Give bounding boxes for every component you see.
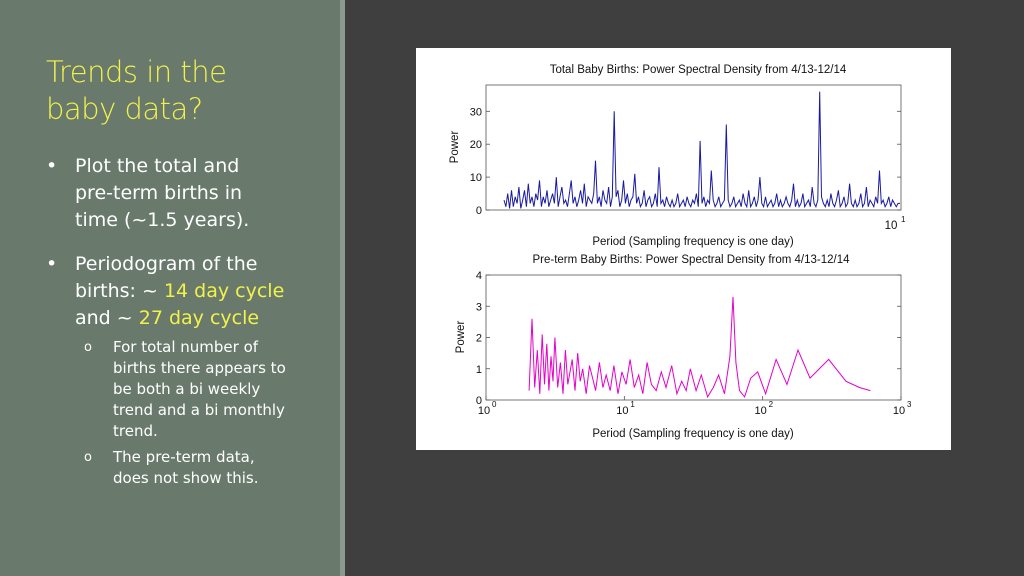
chart2-y-tick-label: 4 [476, 270, 482, 282]
chart1-y-tick-label: 10 [470, 172, 482, 184]
chart2-y-tick-label: 0 [476, 395, 482, 407]
chart1-y-ticks: 0 10 20 30 [470, 106, 901, 217]
panel-divider [340, 0, 345, 576]
chart2-y-tick-label: 3 [476, 301, 482, 313]
psd-figure: Total Baby Births: Power Spectral Densit… [416, 48, 951, 450]
chart2-y-ticks: 0 1 2 3 4 [476, 270, 901, 407]
chart2-x-tick-exponent: 2 [769, 400, 774, 409]
chart2-ylabel: Power [455, 321, 467, 354]
sub-bullet-1-line: be both a bi weekly [113, 380, 261, 398]
sub-bullet-2-line: does not show this. [113, 469, 259, 487]
bullet-1-line2: pre-term births in [75, 182, 243, 204]
slide-title-line1: Trends in the [46, 55, 227, 89]
bullet-1-line1: Plot the total and [75, 155, 240, 177]
chart1-series-line [503, 91, 900, 209]
slide-title-line2: baby data? [46, 92, 203, 126]
chart1-title: Total Baby Births: Power Spectral Densit… [550, 64, 847, 76]
bullet-2-line2-prefix: births: ~ [75, 280, 164, 302]
chart1-xlabel: Period (Sampling frequency is one day) [592, 236, 794, 248]
chart2-x-tick-label: 10 [755, 405, 767, 417]
chart2-xlabel: Period (Sampling frequency is one day) [592, 428, 794, 440]
chart2-y-tick-label: 2 [476, 333, 482, 345]
chart2-x-tick-exponent: 0 [492, 400, 497, 409]
chart2-x-tick-exponent: 1 [630, 400, 635, 409]
chart1-xtick-label: 10 [885, 220, 898, 232]
bullet-1-line3: time (~1.5 years). [75, 209, 250, 231]
chart2-x-tick-label: 10 [893, 405, 905, 417]
chart1-ylabel: Power [449, 131, 461, 164]
chart2-title: Pre-term Baby Births: Power Spectral Den… [532, 254, 850, 266]
sub-bullet-1-line: births there appears to [113, 359, 286, 377]
chart1-y-tick-label: 0 [476, 205, 482, 217]
bullet-2-line3: and ~ 27 day cycle [75, 305, 325, 332]
chart2-x-tick-exponent: 3 [907, 400, 912, 409]
sub-bullet-1-line: trend and a bi monthly [113, 401, 285, 419]
bullet-2-line3-prefix: and ~ [75, 307, 139, 329]
left-text-panel: Trends in the baby data? • Plot the tota… [0, 0, 340, 576]
sub-bullet-1-line: For total number of [113, 338, 259, 356]
highlight-27-day-cycle: 27 day cycle [138, 307, 260, 329]
bullet-marker: • [46, 155, 58, 177]
chart2-x-tick-label: 10 [616, 405, 628, 417]
chart1-y-tick-label: 30 [470, 106, 482, 118]
highlight-14-day-cycle: 14 day cycle [163, 280, 285, 302]
sub-bullet-1-line: trend. [113, 422, 158, 440]
chart1-axes-box [485, 84, 902, 211]
bullet-marker: • [46, 253, 58, 275]
chart1-y-tick-label: 20 [470, 139, 482, 151]
psd-figure-svg: Total Baby Births: Power Spectral Densit… [449, 64, 912, 440]
sub-bullet-marker: o [84, 450, 92, 465]
chart1-xtick-exponent: 1 [901, 215, 906, 224]
sub-bullet-2-line: The pre-term data, [113, 448, 255, 466]
bullet-2-line2: births: ~ 14 day cycle [75, 278, 325, 305]
chart2-series-line [528, 296, 871, 399]
chart2-y-tick-label: 1 [476, 364, 482, 376]
bullet-2-line1: Periodogram of the [75, 253, 258, 275]
slide-title: Trends in the baby data? [46, 54, 326, 128]
chart2-x-tick-label: 10 [478, 405, 490, 417]
sub-bullet-marker: o [84, 340, 92, 355]
